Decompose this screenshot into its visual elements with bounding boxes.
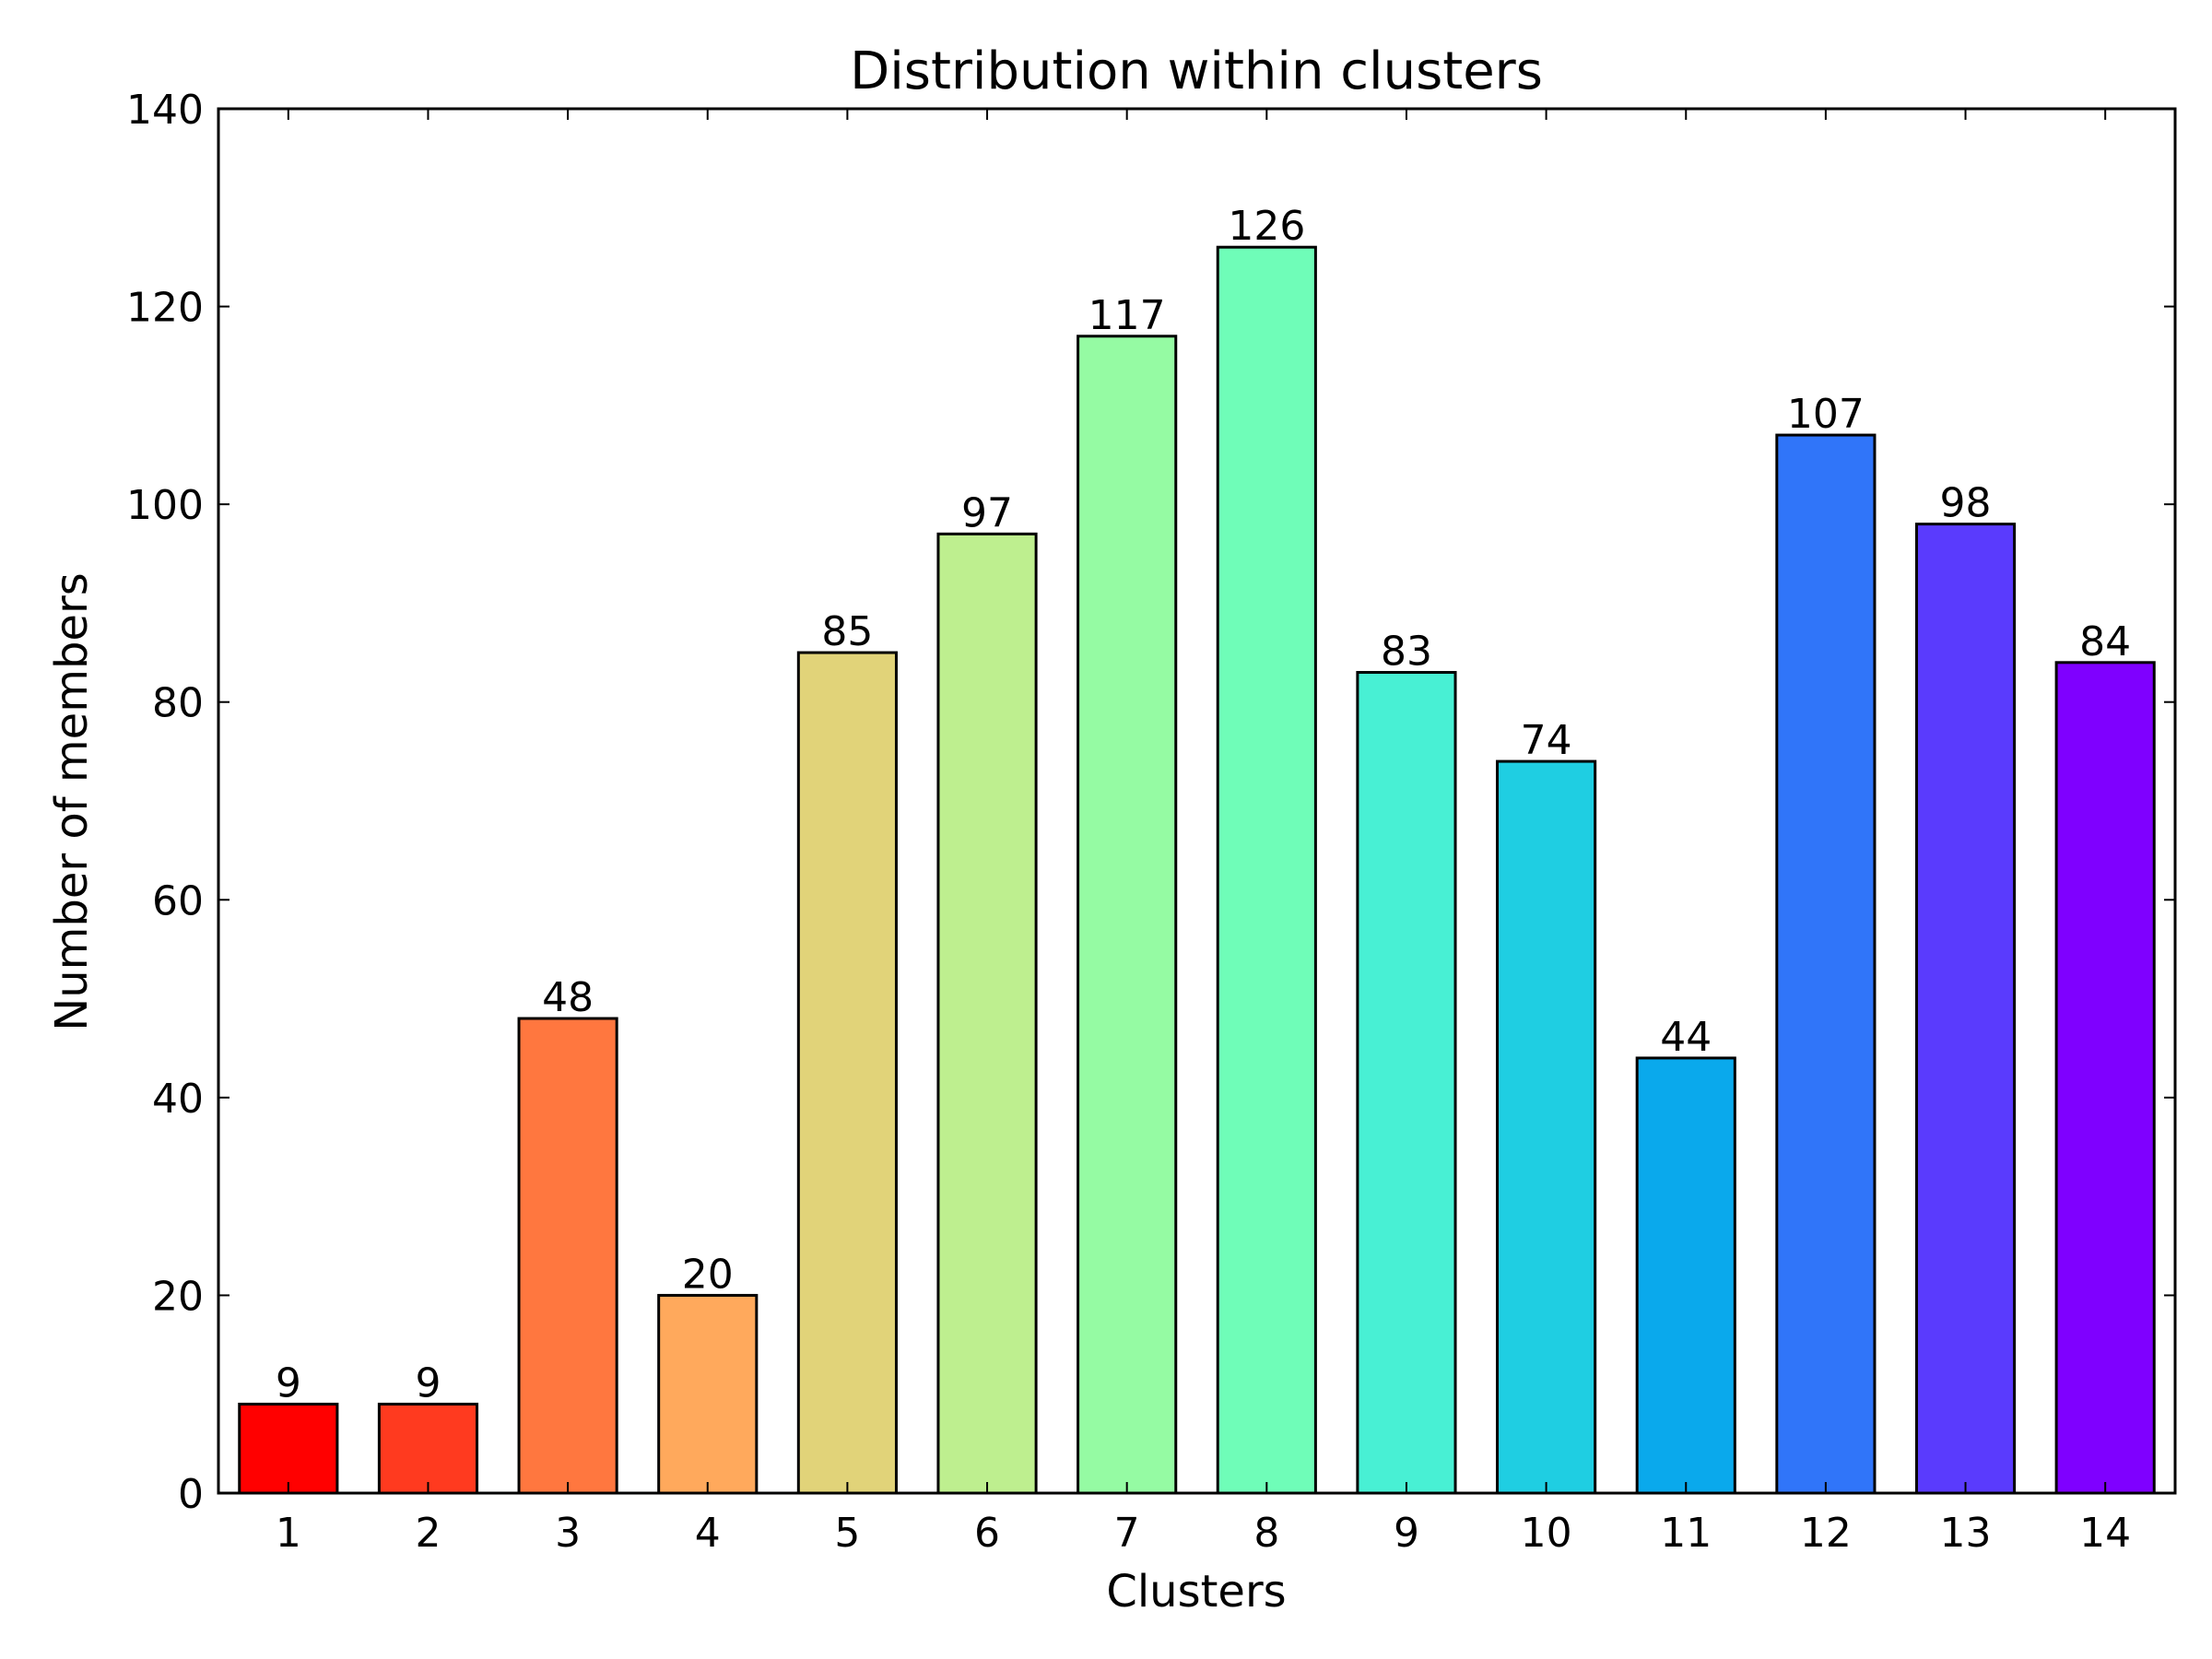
- bar-value-label: 85: [821, 608, 873, 655]
- x-tick-label: 6: [974, 1510, 1000, 1557]
- x-tick-label: 11: [1660, 1510, 1712, 1557]
- x-tick-label: 10: [1521, 1510, 1572, 1557]
- plot-frame: [217, 107, 2177, 1495]
- x-tick-label: 13: [1940, 1510, 1992, 1557]
- y-tick-label: 40: [152, 1076, 204, 1123]
- bar-cluster-11: [1635, 1056, 1736, 1495]
- y-tick-label: 0: [178, 1471, 204, 1518]
- bar-cluster-3: [517, 1017, 618, 1495]
- bar-cluster-7: [1077, 335, 1178, 1495]
- bar-cluster-5: [796, 651, 898, 1495]
- x-tick-label: 2: [415, 1510, 441, 1557]
- bar-value-label: 117: [1088, 292, 1166, 339]
- bar-value-label: 74: [1521, 717, 1572, 764]
- x-tick-label: 14: [2079, 1510, 2131, 1557]
- x-tick-label: 9: [1394, 1510, 1419, 1557]
- bar-cluster-14: [2054, 661, 2156, 1495]
- bar-cluster-2: [377, 1402, 479, 1495]
- x-tick-label: 8: [1253, 1510, 1279, 1557]
- bar-value-label: 44: [1660, 1014, 1712, 1061]
- bar-value-label: 9: [276, 1359, 301, 1406]
- bar-value-label: 48: [542, 974, 594, 1021]
- bar-cluster-6: [936, 532, 1038, 1495]
- y-tick-label: 100: [126, 482, 204, 529]
- chart-title: Distribution within clusters: [850, 41, 1543, 101]
- bar-value-label: 126: [1228, 203, 1305, 250]
- x-tick-label: 4: [695, 1510, 721, 1557]
- bar-cluster-10: [1496, 759, 1597, 1495]
- bar-value-label: 20: [682, 1251, 734, 1298]
- bar-value-label: 107: [1787, 391, 1865, 438]
- bar-cluster-1: [238, 1402, 339, 1495]
- y-axis-label: Number of members: [46, 572, 98, 1030]
- y-tick-label: 60: [152, 877, 204, 924]
- bar-cluster-13: [1914, 523, 2017, 1495]
- x-axis-label: Clusters: [1106, 1566, 1286, 1618]
- bar-value-label: 97: [961, 489, 1013, 536]
- x-tick-label: 5: [834, 1510, 860, 1557]
- bar-value-label: 83: [1381, 629, 1432, 676]
- bar-cluster-8: [1216, 245, 1317, 1495]
- y-tick-label: 20: [152, 1273, 204, 1320]
- x-tick-label: 3: [555, 1510, 581, 1557]
- bar-value-label: 98: [1940, 480, 1992, 527]
- bar-value-label: 9: [415, 1359, 441, 1406]
- x-tick-label: 12: [1800, 1510, 1852, 1557]
- bar-cluster-4: [657, 1293, 759, 1495]
- bar-value-label: 84: [2079, 618, 2131, 665]
- y-tick-label: 120: [126, 285, 204, 332]
- x-tick-label: 1: [276, 1510, 301, 1557]
- x-tick-label: 7: [1114, 1510, 1140, 1557]
- y-tick-label: 80: [152, 680, 204, 727]
- bar-cluster-12: [1775, 433, 1877, 1495]
- bar-cluster-9: [1356, 671, 1457, 1495]
- y-tick-label: 140: [126, 87, 204, 134]
